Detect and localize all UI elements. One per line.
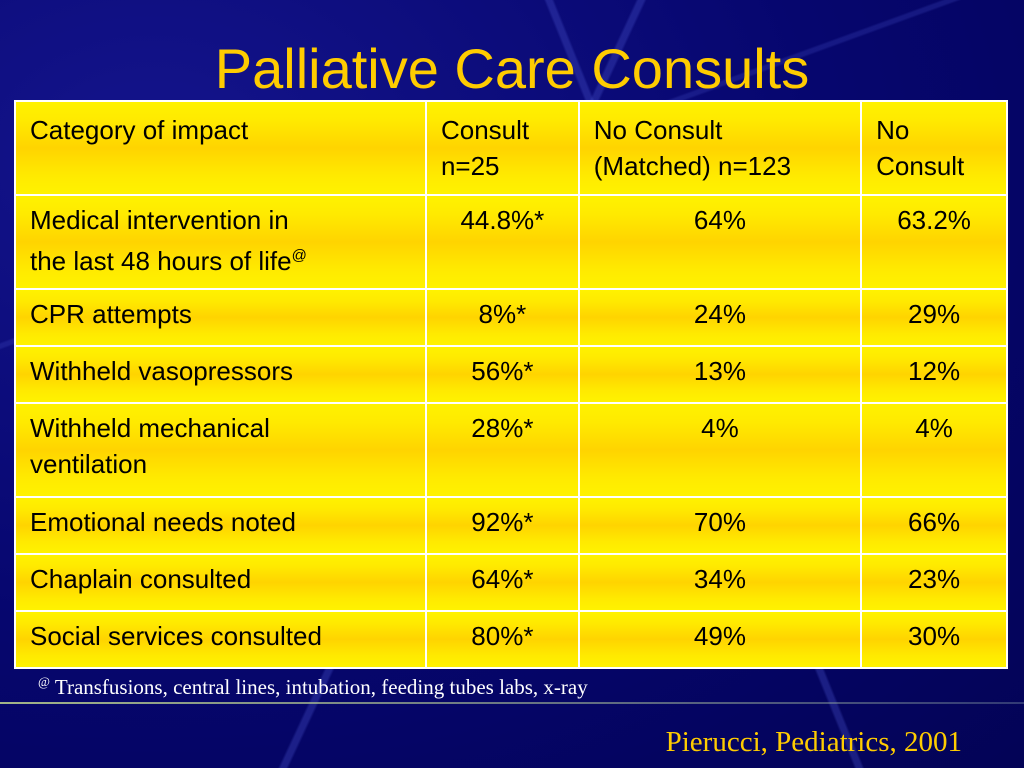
table-header-row: Category of impact Consult n=25 No Consul… [14,100,1008,196]
category-line2: ventilation [30,449,148,479]
divider-line [0,702,1024,704]
header-matched-line2: (Matched) n=123 [593,151,792,181]
header-no-consult-matched: No Consult (Matched) n=123 [577,100,863,196]
category-line2: the last 48 hours of life [30,246,292,276]
citation: Pierucci, Pediatrics, 2001 [665,726,962,758]
row-category: Social services consulted [14,610,427,669]
value-no-consult: 29% [860,288,1008,347]
value-no-consult: 12% [860,345,1008,404]
header-no-consult: No Consult [860,100,1008,196]
header-no-consult-line2: Consult [876,151,965,181]
value-no-consult-matched: 64% [577,194,863,290]
value-no-consult-matched: 49% [577,610,863,669]
header-consult-line1: Consult [440,115,530,145]
header-consult-line2: n=25 [440,151,500,181]
category-line1: Medical intervention in [30,205,289,235]
footnote-marker: @ [38,674,50,689]
value-no-consult: 23% [860,553,1008,612]
header-category-line: Category of impact [30,115,249,145]
value-no-consult-matched: 24% [577,288,863,347]
header-matched-line1: No Consult [593,115,723,145]
value-no-consult: 4% [860,402,1008,498]
data-table-container: Category of impact Consult n=25 No Consul… [14,100,1008,669]
row-category: Medical intervention in the last 48 hours… [14,194,427,290]
table-row: Withheld mechanical ventilation 28%* 4% 4… [14,402,1008,498]
value-consult: 92%* [424,496,580,555]
table-row: Chaplain consulted 64%* 34% 23% [14,553,1008,612]
consult-impact-table: Category of impact Consult n=25 No Consul… [14,100,1008,669]
value-consult: 56%* [424,345,580,404]
value-consult: 8%* [424,288,580,347]
footnote-text: Transfusions, central lines, intubation,… [49,675,588,699]
value-no-consult: 63.2% [860,194,1008,290]
row-category: CPR attempts [14,288,427,347]
row-category: Withheld vasopressors [14,345,427,404]
value-no-consult: 66% [860,496,1008,555]
table-row: Withheld vasopressors 56%* 13% 12% [14,345,1008,404]
header-consult: Consult n=25 [424,100,580,196]
header-category: Category of impact [14,100,427,196]
table-row: Social services consulted 80%* 49% 30% [14,610,1008,669]
category-line1: Withheld mechanical [30,413,270,443]
value-no-consult-matched: 70% [577,496,863,555]
value-no-consult-matched: 4% [577,402,863,498]
header-no-consult-line1: No [876,115,910,145]
table-row: Emotional needs noted 92%* 70% 66% [14,496,1008,555]
slide-title: Palliative Care Consults [214,37,810,100]
footnote-marker: @ [291,247,307,264]
value-consult: 80%* [424,610,580,669]
row-category: Chaplain consulted [14,553,427,612]
value-no-consult: 30% [860,610,1008,669]
value-consult: 64%* [424,553,580,612]
row-category: Emotional needs noted [14,496,427,555]
row-category: Withheld mechanical ventilation [14,402,427,498]
footnote: @ Transfusions, central lines, intubatio… [38,674,588,700]
value-no-consult-matched: 34% [577,553,863,612]
table-row: Medical intervention in the last 48 hours… [14,194,1008,290]
table-row: CPR attempts 8%* 24% 29% [14,288,1008,347]
value-no-consult-matched: 13% [577,345,863,404]
value-consult: 28%* [424,402,580,498]
value-consult: 44.8%* [424,194,580,290]
